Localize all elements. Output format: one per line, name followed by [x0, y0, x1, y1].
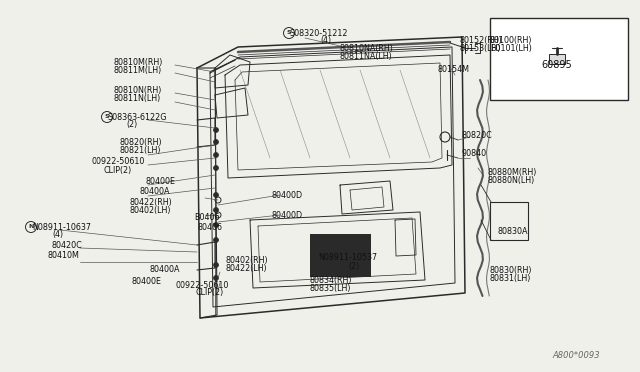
Text: 80420C: 80420C — [52, 241, 83, 250]
Text: 80820C: 80820C — [462, 131, 493, 140]
Circle shape — [214, 153, 218, 157]
Text: (4): (4) — [52, 231, 63, 240]
Text: 80400D: 80400D — [271, 190, 302, 199]
Text: 80406: 80406 — [198, 222, 223, 231]
Circle shape — [214, 222, 218, 228]
Text: 80422(LH): 80422(LH) — [225, 263, 267, 273]
Text: 80821(LH): 80821(LH) — [120, 147, 161, 155]
Circle shape — [214, 237, 218, 243]
Circle shape — [214, 208, 218, 212]
Text: 80402(RH): 80402(RH) — [225, 256, 268, 264]
FancyBboxPatch shape — [549, 54, 565, 64]
Text: 80400E: 80400E — [132, 278, 162, 286]
Circle shape — [214, 128, 218, 132]
Text: (2): (2) — [126, 121, 137, 129]
Text: N: N — [314, 256, 320, 260]
Text: S08320-51212: S08320-51212 — [290, 29, 349, 38]
Circle shape — [214, 192, 218, 198]
Text: 80811M(LH): 80811M(LH) — [114, 65, 163, 74]
Text: 80422(RH): 80422(RH) — [130, 198, 173, 206]
Bar — [490, 18, 628, 100]
Text: 80153(LH): 80153(LH) — [460, 44, 502, 52]
Text: 80810N(RH): 80810N(RH) — [114, 86, 163, 94]
Circle shape — [214, 263, 218, 267]
Text: 80811NA(LH): 80811NA(LH) — [340, 52, 393, 61]
Text: (4): (4) — [320, 36, 331, 45]
Text: 80400D: 80400D — [271, 211, 302, 219]
Text: 80831(LH): 80831(LH) — [490, 273, 531, 282]
Text: 80810NA(RH): 80810NA(RH) — [340, 45, 394, 54]
Text: 90840: 90840 — [462, 148, 487, 157]
Text: 80835(LH): 80835(LH) — [310, 283, 351, 292]
Text: A800*0093: A800*0093 — [552, 350, 600, 359]
Text: 80154M: 80154M — [437, 65, 469, 74]
Text: 80400A: 80400A — [140, 187, 170, 196]
Text: CLIP(2): CLIP(2) — [104, 166, 132, 174]
Text: 80400A: 80400A — [150, 266, 180, 275]
Bar — [490, 202, 528, 240]
Text: 60895: 60895 — [541, 60, 572, 70]
Text: 00922-50610: 00922-50610 — [175, 280, 228, 289]
Text: 80834(RH): 80834(RH) — [310, 276, 353, 285]
Text: N08911-10537: N08911-10537 — [318, 253, 377, 263]
Circle shape — [214, 166, 218, 170]
Text: CLIP(2): CLIP(2) — [196, 289, 224, 298]
Text: (2): (2) — [348, 262, 359, 270]
Text: 80402(LH): 80402(LH) — [130, 205, 172, 215]
Text: N: N — [28, 224, 34, 230]
Text: 80400E: 80400E — [145, 177, 175, 186]
Text: 80811N(LH): 80811N(LH) — [114, 93, 161, 103]
Circle shape — [214, 276, 218, 280]
Text: 80410M: 80410M — [48, 250, 80, 260]
Text: S08363-6122G: S08363-6122G — [108, 112, 168, 122]
Text: S: S — [287, 31, 291, 35]
Text: 80830(RH): 80830(RH) — [490, 266, 532, 275]
Text: 80880N(LH): 80880N(LH) — [487, 176, 534, 186]
Text: B0406: B0406 — [194, 214, 220, 222]
Text: 80810M(RH): 80810M(RH) — [114, 58, 163, 67]
Circle shape — [214, 140, 218, 144]
Text: B0101(LH): B0101(LH) — [490, 44, 532, 52]
Text: 00922-50610: 00922-50610 — [92, 157, 145, 167]
Text: S: S — [105, 115, 109, 119]
Text: N08911-10637: N08911-10637 — [32, 222, 91, 231]
Text: 80880M(RH): 80880M(RH) — [487, 167, 536, 176]
Text: 80152(RH): 80152(RH) — [460, 35, 503, 45]
Text: 80820(RH): 80820(RH) — [120, 138, 163, 148]
Text: 80100(RH): 80100(RH) — [490, 35, 532, 45]
Text: 80830A: 80830A — [497, 228, 527, 237]
